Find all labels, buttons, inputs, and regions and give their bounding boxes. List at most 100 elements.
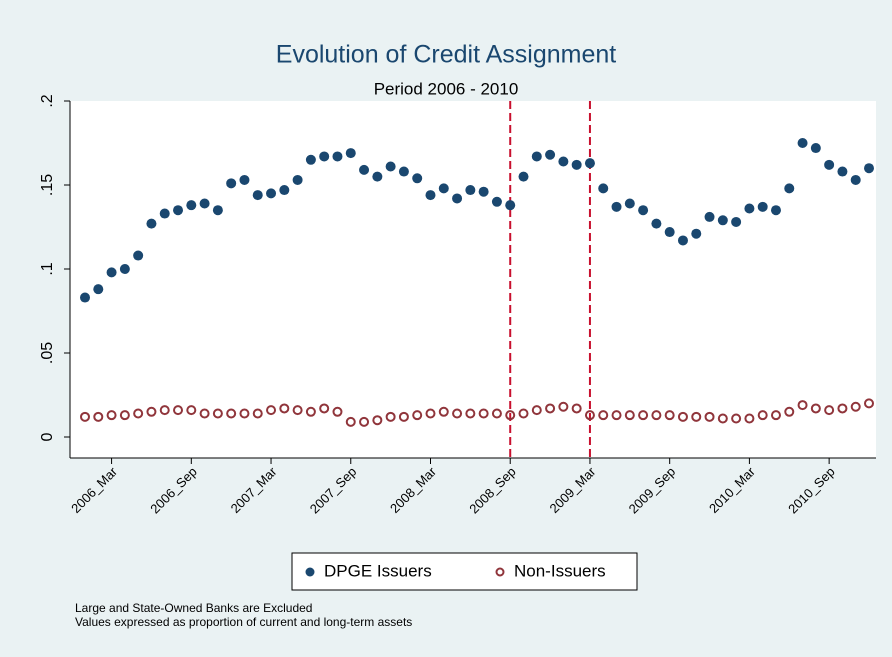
- point: [518, 171, 529, 182]
- point: [704, 411, 715, 422]
- point: [452, 408, 463, 419]
- point: [810, 403, 821, 414]
- point: [824, 159, 835, 170]
- point: [797, 138, 808, 148]
- point: [159, 208, 170, 219]
- point: [611, 410, 622, 421]
- point: [598, 183, 609, 194]
- point: [425, 408, 436, 419]
- point: [239, 408, 250, 419]
- point: [345, 416, 356, 427]
- point: [824, 405, 835, 416]
- y-tick-label: .15: [39, 174, 56, 196]
- point: [744, 413, 755, 424]
- point: [651, 218, 662, 229]
- point: [239, 174, 250, 185]
- point: [784, 183, 795, 194]
- plot-area: [70, 101, 876, 458]
- point: [491, 196, 502, 207]
- point: [292, 174, 303, 185]
- point: [438, 183, 449, 194]
- point: [704, 211, 715, 222]
- point: [638, 205, 649, 216]
- point: [412, 410, 423, 421]
- point: [279, 185, 290, 196]
- point: [359, 416, 370, 427]
- point: [146, 218, 157, 229]
- point: [837, 403, 848, 414]
- point: [584, 158, 595, 169]
- point: [465, 185, 476, 196]
- point: [438, 406, 449, 417]
- legend-label: DPGE Issuers: [324, 561, 432, 580]
- point: [93, 411, 104, 422]
- point: [319, 151, 330, 162]
- point: [119, 410, 130, 421]
- point: [598, 410, 609, 421]
- point: [677, 235, 688, 246]
- point: [491, 408, 502, 419]
- point: [199, 408, 210, 419]
- point: [518, 408, 529, 419]
- point: [266, 188, 277, 199]
- point: [558, 401, 569, 412]
- point: [717, 215, 728, 226]
- point: [305, 154, 316, 165]
- point: [372, 171, 383, 182]
- y-tick-label: .05: [39, 342, 56, 364]
- point: [212, 408, 223, 419]
- note: Large and State-Owned Banks are Excluded: [75, 601, 312, 615]
- point: [133, 408, 144, 419]
- point: [226, 178, 237, 189]
- point: [173, 205, 184, 216]
- point: [651, 410, 662, 421]
- point: [664, 410, 675, 421]
- point: [837, 166, 848, 177]
- point: [398, 411, 409, 422]
- point: [452, 193, 463, 204]
- point: [332, 406, 343, 417]
- point: [784, 406, 795, 417]
- point: [545, 403, 556, 414]
- point: [744, 203, 755, 214]
- point: [186, 405, 197, 416]
- point: [359, 164, 370, 175]
- point: [186, 200, 197, 211]
- point: [691, 411, 702, 422]
- point: [531, 151, 542, 162]
- point: [770, 410, 781, 421]
- point: [80, 292, 90, 303]
- note: Values expressed as proportion of curren…: [75, 615, 412, 629]
- point: [252, 190, 263, 201]
- point: [279, 403, 290, 414]
- point: [345, 148, 356, 159]
- point: [731, 413, 742, 424]
- point: [584, 410, 595, 421]
- point: [133, 250, 144, 261]
- point: [810, 143, 821, 154]
- point: [677, 411, 688, 422]
- point: [478, 408, 489, 419]
- point: [757, 201, 768, 212]
- point: [425, 190, 436, 201]
- point: [505, 410, 516, 421]
- point: [252, 408, 263, 419]
- legend-box: [291, 552, 638, 591]
- point: [319, 403, 330, 414]
- point: [199, 198, 210, 209]
- chart-title: Evolution of Credit Assignment: [276, 41, 617, 69]
- point: [731, 216, 742, 227]
- point: [106, 267, 117, 278]
- point: [531, 405, 542, 416]
- point: [864, 163, 874, 174]
- y-tick-label: .2: [39, 94, 56, 107]
- point: [717, 413, 728, 424]
- point: [146, 406, 157, 417]
- point: [624, 410, 635, 421]
- point: [611, 201, 622, 212]
- point: [571, 403, 582, 414]
- point: [505, 200, 516, 211]
- point: [558, 156, 569, 167]
- point: [571, 159, 582, 170]
